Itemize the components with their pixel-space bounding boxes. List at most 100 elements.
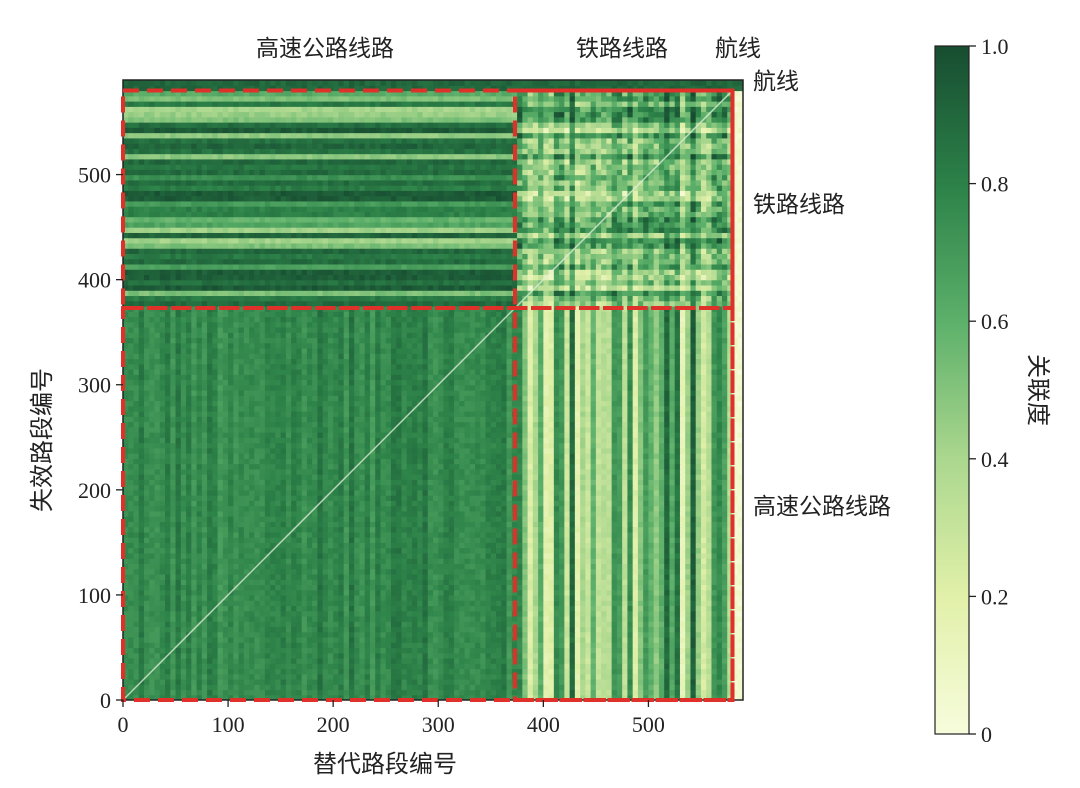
heatmap-cell <box>128 642 135 649</box>
heatmap-cell <box>422 568 429 575</box>
heatmap-cell <box>149 678 156 685</box>
heatmap-cell <box>380 505 387 512</box>
heatmap-cell <box>354 584 361 591</box>
heatmap-cell <box>264 542 271 549</box>
heatmap-cell <box>170 684 177 691</box>
heatmap-cell <box>401 647 408 654</box>
heatmap-cell <box>401 621 408 628</box>
heatmap-cell <box>364 642 371 649</box>
heatmap-cell <box>322 621 329 628</box>
heatmap-cell <box>196 594 203 601</box>
heatmap-cell <box>580 526 586 533</box>
heatmap-cell <box>517 531 523 538</box>
heatmap-cell <box>212 626 219 633</box>
heatmap-cell <box>427 605 434 612</box>
heatmap-cell <box>170 500 177 507</box>
heatmap-cell <box>606 579 613 585</box>
heatmap-cell <box>285 621 292 628</box>
heatmap-cell <box>133 563 140 570</box>
heatmap-cell <box>254 500 261 507</box>
heatmap-cell <box>149 510 156 517</box>
heatmap-cell <box>280 636 287 643</box>
heatmap-cell <box>448 521 455 528</box>
heatmap-cell <box>385 526 392 533</box>
heatmap-cell <box>201 668 208 675</box>
heatmap-cell <box>296 636 303 643</box>
heatmap-cell <box>296 558 303 564</box>
heatmap-cell <box>264 584 271 591</box>
heatmap-cell <box>149 521 156 528</box>
heatmap-cell <box>433 500 439 507</box>
heatmap-cell <box>159 689 166 696</box>
heatmap-cell <box>454 542 460 549</box>
heatmap-cell <box>144 474 150 480</box>
heatmap-cell <box>149 689 156 696</box>
heatmap-cell <box>422 636 429 643</box>
heatmap-cell <box>532 647 539 654</box>
heatmap-cell <box>201 631 208 638</box>
heatmap-cell <box>180 678 187 685</box>
heatmap-cell <box>280 495 287 501</box>
heatmap-cell <box>238 589 245 596</box>
heatmap-cell <box>564 636 571 643</box>
heatmap-cell <box>180 563 187 570</box>
heatmap-cell <box>217 642 224 649</box>
heatmap-cell <box>207 563 213 570</box>
heatmap-cell <box>301 642 308 649</box>
heatmap-cell <box>312 516 318 522</box>
heatmap-cell <box>700 626 707 633</box>
heatmap-cell <box>170 495 177 501</box>
heatmap-cell <box>627 605 634 612</box>
heatmap-cell <box>322 573 329 580</box>
heatmap-cell <box>433 684 439 691</box>
heatmap-cell <box>343 484 350 491</box>
heatmap-cell <box>606 621 613 628</box>
heatmap-cell <box>595 600 602 607</box>
heatmap-cell <box>212 510 219 517</box>
heatmap-cell <box>259 684 266 691</box>
heatmap-cell <box>637 510 644 517</box>
heatmap-cell <box>312 489 318 496</box>
heatmap-cell <box>217 663 224 670</box>
heatmap-cell <box>333 542 340 549</box>
heatmap-cell <box>658 678 665 685</box>
heatmap-cell <box>222 495 229 501</box>
heatmap-cell <box>275 510 282 517</box>
heatmap-cell <box>548 510 555 517</box>
heatmap-cell <box>212 526 219 533</box>
heatmap-cell <box>496 642 502 649</box>
heatmap-cell <box>427 642 434 649</box>
heatmap-cell <box>506 657 513 664</box>
heatmap-cell <box>427 678 434 685</box>
heatmap-cell <box>674 552 681 559</box>
heatmap-cell <box>222 484 229 491</box>
heatmap-cell <box>721 615 728 622</box>
heatmap-cell <box>417 689 424 696</box>
heatmap-cell <box>369 547 376 554</box>
heatmap-cell <box>480 636 487 643</box>
heatmap-cell <box>375 684 382 691</box>
heatmap-cell <box>732 631 739 638</box>
heatmap-cell <box>291 568 297 575</box>
heatmap-cell <box>406 579 413 585</box>
heatmap-cell <box>559 552 565 559</box>
heatmap-cell <box>338 689 345 696</box>
heatmap-cell <box>348 615 355 622</box>
heatmap-cell <box>464 563 471 570</box>
heatmap-cell <box>296 579 303 585</box>
heatmap-cell <box>601 531 607 538</box>
heatmap-cell <box>506 484 513 491</box>
heatmap-cell <box>333 563 340 570</box>
heatmap-cell <box>228 615 234 622</box>
heatmap-cell <box>406 657 413 664</box>
heatmap-cell <box>590 510 597 517</box>
heatmap-cell <box>538 600 544 607</box>
heatmap-cell <box>622 552 628 559</box>
heatmap-cell <box>217 615 224 622</box>
heatmap-cell <box>690 563 697 570</box>
heatmap-cell <box>338 563 345 570</box>
heatmap-cell <box>254 631 261 638</box>
heatmap-cell <box>685 558 692 564</box>
heatmap-cell <box>721 663 728 670</box>
heatmap-cell <box>632 552 639 559</box>
